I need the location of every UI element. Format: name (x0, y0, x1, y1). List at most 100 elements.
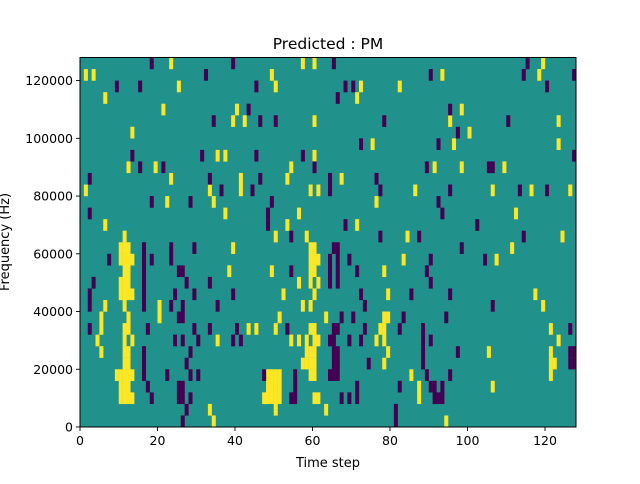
heatmap-cell-high (401, 253, 406, 266)
heatmap-cell-low (436, 138, 441, 151)
y-axis-ticks: 0 20000 40000 60000 80000 100000 120000 (25, 73, 80, 435)
heatmap-cell-low (169, 242, 174, 254)
x-tick-label: 80 (382, 433, 398, 448)
heatmap-cell-high (382, 265, 387, 278)
heatmap-cell-low (440, 207, 445, 220)
heatmap-cell-high (122, 369, 127, 381)
heatmap-background-cells (80, 57, 576, 427)
heatmap-cell-high (297, 276, 302, 289)
heatmap-cell-low (176, 392, 181, 405)
heatmap-cell-high (548, 357, 553, 370)
heatmap-cell-low (180, 299, 185, 312)
heatmap-cell-high (312, 57, 317, 70)
y-axis-label: Frequency (Hz) (0, 193, 13, 291)
heatmap-cell-high (126, 161, 131, 174)
heatmap-cell-high (223, 207, 228, 220)
heatmap-cell-low (328, 276, 333, 289)
heatmap-cell-high (370, 138, 375, 151)
heatmap-cell-low (180, 415, 185, 428)
heatmap-cell-low (293, 380, 298, 393)
heatmap-cell-high (122, 392, 127, 405)
x-tick-label: 120 (533, 433, 557, 448)
heatmap-cell-low (328, 253, 333, 266)
heatmap-cell-low (87, 323, 92, 335)
heatmap-cell-high (231, 115, 236, 127)
heatmap-cell-high (432, 161, 437, 174)
x-tick-label: 20 (150, 433, 166, 448)
heatmap-cell-low (448, 288, 453, 301)
heatmap-cell-high (126, 288, 131, 301)
heatmap-cell-low (351, 80, 356, 93)
heatmap-cell-high (300, 57, 305, 70)
heatmap-cell-high (440, 69, 445, 81)
heatmap-cell-low (328, 369, 333, 381)
heatmap-cell-low (331, 369, 336, 381)
heatmap-cell-high (467, 126, 472, 139)
heatmap-cell-high (269, 265, 274, 278)
heatmap-cell-low (397, 323, 402, 335)
heatmap-cell-low (486, 161, 491, 174)
heatmap-cell-high (122, 253, 127, 266)
heatmap-cell-high (103, 92, 108, 104)
heatmap-cell-low (204, 69, 209, 81)
y-tick-label: 20000 (33, 362, 73, 377)
heatmap-cell-high (312, 288, 317, 301)
heatmap-cell-high (103, 299, 108, 312)
heatmap-cell-low (428, 334, 433, 347)
heatmap-cell-low (335, 369, 340, 381)
heatmap-cell-low (266, 219, 271, 231)
heatmap-cell-high (227, 265, 232, 278)
heatmap-cell-high (130, 334, 135, 347)
heatmap-cell-low (475, 219, 480, 231)
heatmap-cell-low (382, 115, 387, 127)
heatmap-cell-low (568, 346, 573, 358)
heatmap-cell-low (192, 288, 197, 301)
heatmap-cell-high (130, 288, 135, 301)
heatmap-cell-low (273, 115, 278, 127)
heatmap-cell-low (142, 288, 147, 301)
heatmap-cell-high (490, 380, 495, 393)
heatmap-cell-low (149, 253, 154, 266)
heatmap-cell-low (428, 253, 433, 266)
heatmap-cell-low (359, 334, 364, 347)
heatmap-cell-high (316, 253, 321, 266)
heatmap-cell-low (328, 184, 333, 197)
x-tick-label: 60 (305, 433, 321, 448)
heatmap-cell-low (231, 57, 236, 70)
heatmap-cell-low (335, 92, 340, 104)
heatmap-cell-low (440, 392, 445, 405)
heatmap-cell-low (130, 149, 135, 162)
heatmap-cell-low (428, 69, 433, 81)
heatmap-cell-low (161, 161, 166, 174)
heatmap-cell-high (157, 299, 162, 312)
heatmap-cell-high (378, 323, 383, 335)
heatmap-cell-low (180, 334, 185, 347)
heatmap-cell-low (328, 265, 333, 278)
heatmap-cell-high (308, 299, 313, 312)
heatmap-cell-high (316, 392, 321, 405)
heatmap-cell-low (359, 138, 364, 151)
heatmap-cell-low (254, 80, 259, 93)
heatmap-cell-high (269, 380, 274, 393)
heatmap-cell-low (568, 357, 573, 370)
heatmap-cell-high (231, 242, 236, 254)
heatmap-cell-low (331, 334, 336, 347)
heatmap-cell-low (196, 369, 201, 381)
heatmap-cell-high (339, 172, 344, 185)
heatmap-cells (80, 57, 577, 428)
heatmap-cell-high (285, 172, 290, 185)
heatmap-cell-low (355, 265, 360, 278)
heatmap-cell-high (297, 207, 302, 220)
heatmap-cell-high (114, 369, 119, 381)
heatmap-cell-high (122, 230, 127, 243)
heatmap-cell-high (324, 311, 329, 324)
heatmap-cell-low (393, 403, 398, 416)
heatmap-cell-high (312, 149, 317, 162)
heatmap-cell-high (552, 357, 557, 370)
heatmap-cell-high (548, 369, 553, 381)
heatmap-cell-low (568, 323, 573, 335)
heatmap-cell-low (393, 415, 398, 428)
heatmap-cell-low (331, 57, 336, 70)
heatmap-cell-high (161, 103, 166, 116)
heatmap-cell-high (122, 323, 127, 335)
